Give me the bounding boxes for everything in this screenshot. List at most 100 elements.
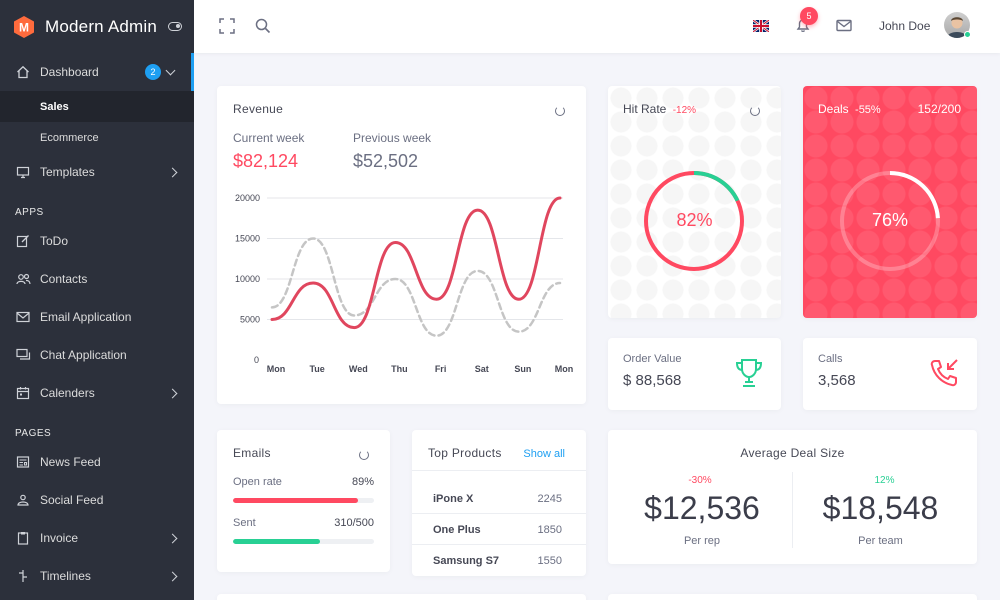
table-row[interactable]: Samsung S7 1550 (412, 546, 586, 576)
x-tick-label: Thu (391, 364, 408, 374)
bottom-card-right (608, 594, 977, 600)
y-tick-label: 5000 (240, 315, 260, 325)
deals-title: Deals (818, 102, 849, 116)
notification-count-badge: 5 (800, 7, 818, 25)
user-name[interactable]: John Doe (879, 19, 931, 33)
y-tick-label: 20000 (235, 193, 260, 203)
chevron-right-icon (167, 533, 178, 543)
open-rate-label: Open rate (233, 476, 282, 488)
per-team-value: $18,548 (822, 490, 939, 526)
per-team-change: 12% (874, 475, 895, 486)
bottom-card-left (217, 594, 586, 600)
sent-progress (233, 539, 374, 544)
revenue-title: Revenue (233, 102, 284, 116)
fullscreen-icon[interactable] (219, 18, 235, 34)
emails-title: Emails (233, 446, 271, 460)
calls-value: 3,568 (818, 372, 856, 389)
newspaper-icon (15, 454, 31, 470)
series-line-current-week (270, 196, 562, 330)
pages-header: PAGES (15, 428, 52, 439)
x-tick-label: Sun (514, 364, 531, 374)
average-deal-title: Average Deal Size (740, 446, 845, 460)
show-all-link[interactable]: Show all (523, 448, 565, 460)
sidebar-item-contacts[interactable]: Contacts (0, 260, 194, 298)
chevron-right-icon (167, 388, 178, 398)
sent-label: Sent (233, 517, 256, 529)
sidebar-item-news-feed[interactable]: News Feed (0, 443, 194, 481)
x-tick-label: Fri (435, 364, 447, 374)
top-products-card: Top Products Show all iPone X 2245 One P… (412, 430, 586, 576)
apps-header: APPS (15, 207, 44, 218)
table-row[interactable]: iPone X 2245 (412, 484, 586, 514)
calls-card: Calls 3,568 (803, 338, 977, 410)
sidebar-item-label: Templates (40, 165, 95, 179)
current-week-label: Current week (233, 131, 305, 145)
chevron-right-icon (167, 167, 178, 177)
trophy-icon (735, 359, 763, 387)
x-tick-label: Sat (475, 364, 489, 374)
sidebar-item-label: Contacts (40, 272, 88, 286)
top-products-title: Top Products (428, 446, 502, 460)
app-title: Modern Admin (45, 16, 158, 36)
mail-icon[interactable] (836, 19, 852, 32)
deals-arc (840, 171, 940, 271)
x-tick-label: Tue (309, 364, 324, 374)
hit-rate-arc (644, 171, 744, 271)
previous-week-label: Previous week (353, 131, 432, 145)
series-line-previous-week (270, 237, 562, 337)
timeline-icon (15, 568, 31, 584)
search-icon[interactable] (255, 18, 271, 34)
sidebar-item-timelines[interactable]: Timelines (0, 557, 194, 595)
emails-card: Emails Open rate 89% Sent 310/500 (217, 430, 390, 572)
revenue-card: Revenue Current week $82,124 Previous we… (217, 86, 586, 404)
per-rep-label: Per rep (683, 535, 721, 547)
sidebar-item-label: Calenders (40, 386, 95, 400)
uk-flag-icon[interactable] (753, 20, 769, 32)
sidebar-nav: Dashboard 2 Sales Ecommerce Templates AP… (0, 53, 194, 595)
mail-icon (15, 309, 31, 325)
home-icon (15, 64, 31, 80)
sidebar-item-chat[interactable]: Chat Application (0, 336, 194, 374)
sidebar-item-social-feed[interactable]: Social Feed (0, 481, 194, 519)
brand[interactable]: M Modern Admin (0, 0, 194, 53)
sidebar-item-calenders[interactable]: Calenders (0, 374, 194, 412)
sidebar-toggle-icon[interactable] (168, 22, 182, 31)
per-rep-change: -30% (688, 475, 712, 486)
sidebar-item-label: Invoice (40, 531, 79, 545)
product-value: 1850 (537, 523, 562, 536)
x-tick-label: Wed (349, 364, 368, 374)
sidebar-item-label: ToDo (40, 234, 69, 248)
sidebar-item-label: Dashboard (40, 65, 99, 79)
sidebar-item-templates[interactable]: Templates (0, 153, 194, 191)
y-tick-label: 10000 (235, 274, 260, 284)
calls-label: Calls (818, 353, 843, 365)
hit-rate-header: Hit Rate -12% (623, 102, 696, 116)
dashboard-badge: 2 (145, 64, 161, 80)
sidebar-item-label: Social Feed (40, 493, 104, 507)
sidebar-item-label: Timelines (40, 569, 91, 583)
refresh-icon[interactable] (359, 450, 369, 460)
refresh-icon[interactable] (750, 106, 760, 116)
refresh-icon[interactable] (555, 106, 565, 116)
table-row[interactable]: One Plus 1850 (412, 515, 586, 545)
sidebar-item-label: Chat Application (40, 348, 127, 362)
per-team-label: Per team (858, 535, 903, 547)
hit-rate-value: 82% (676, 210, 713, 230)
table-divider (412, 470, 586, 471)
sidebar-item-todo[interactable]: ToDo (0, 222, 194, 260)
edit-icon (15, 233, 31, 249)
hit-rate-change: -12% (672, 105, 697, 116)
sent-value: 310/500 (334, 517, 374, 529)
monitor-icon (15, 164, 31, 180)
top-navbar: 5 John Doe (194, 0, 1000, 53)
sidebar-item-email[interactable]: Email Application (0, 298, 194, 336)
online-status-dot (964, 31, 971, 38)
sidebar-item-dashboard[interactable]: Dashboard 2 (0, 53, 194, 91)
sidebar-subitem-ecommerce[interactable]: Ecommerce (40, 131, 99, 144)
deals-card: Deals -55% 152/200 76% (803, 86, 977, 318)
clipboard-icon (15, 530, 31, 546)
sidebar-item-invoice[interactable]: Invoice (0, 519, 194, 557)
order-value-card: Order Value $ 88,568 (608, 338, 781, 410)
sidebar-subitem-sales[interactable]: Sales (0, 91, 194, 122)
y-tick-label: 15000 (235, 234, 260, 244)
